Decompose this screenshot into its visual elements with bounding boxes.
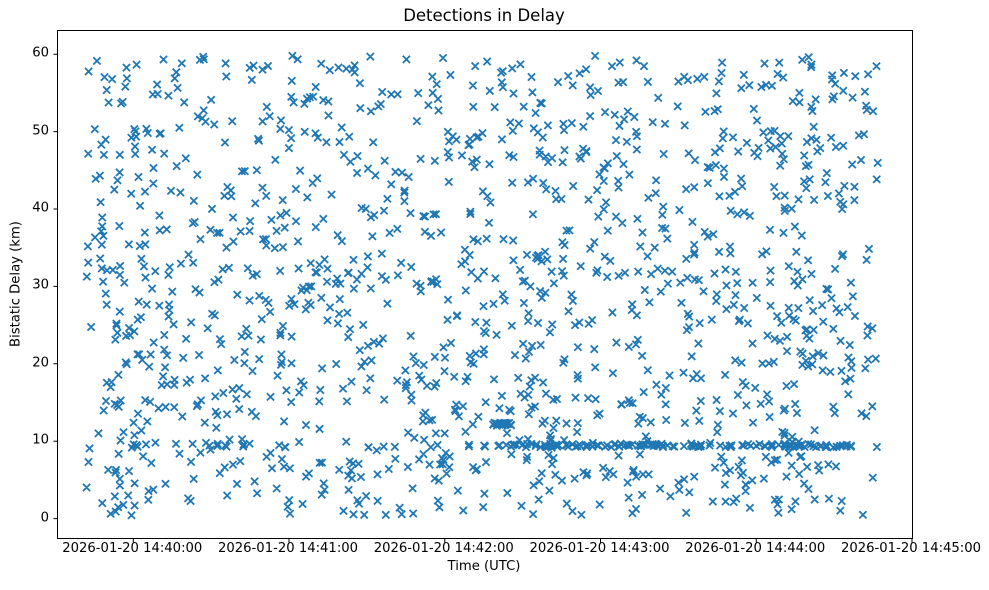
x-tick-label: 2026-01-20 14:44:00 xyxy=(685,541,826,556)
y-tick-label: 50 xyxy=(32,123,49,139)
y-tick-label: 30 xyxy=(32,277,49,293)
x-tick-label: 2026-01-20 14:45:00 xyxy=(840,541,982,556)
x-axis-label: Time (UTC) xyxy=(447,559,521,574)
series-track-cluster-12km xyxy=(488,418,516,430)
axis-tick-marks xyxy=(53,53,913,543)
plot-area xyxy=(53,30,913,543)
x-tick-label: 2026-01-20 14:40:00 xyxy=(62,541,203,556)
x-tick-label: 2026-01-20 14:43:00 xyxy=(529,541,670,556)
y-tick-label: 20 xyxy=(32,355,49,371)
y-tick-label: 40 xyxy=(32,200,49,216)
chart-title: Detections in Delay xyxy=(403,6,565,25)
y-tick-label: 0 xyxy=(40,510,49,526)
y-tick-label: 10 xyxy=(32,432,49,448)
scatter-plot-canvas xyxy=(53,51,913,543)
x-tick-label: 2026-01-20 14:41:00 xyxy=(217,541,359,556)
y-axis-label: Bistatic Delay (km) xyxy=(8,221,24,347)
y-tick-label: 60 xyxy=(32,45,49,61)
series-track-band-9p5km-dense xyxy=(494,439,856,452)
x-tick-label: 2026-01-20 14:42:00 xyxy=(373,541,514,556)
